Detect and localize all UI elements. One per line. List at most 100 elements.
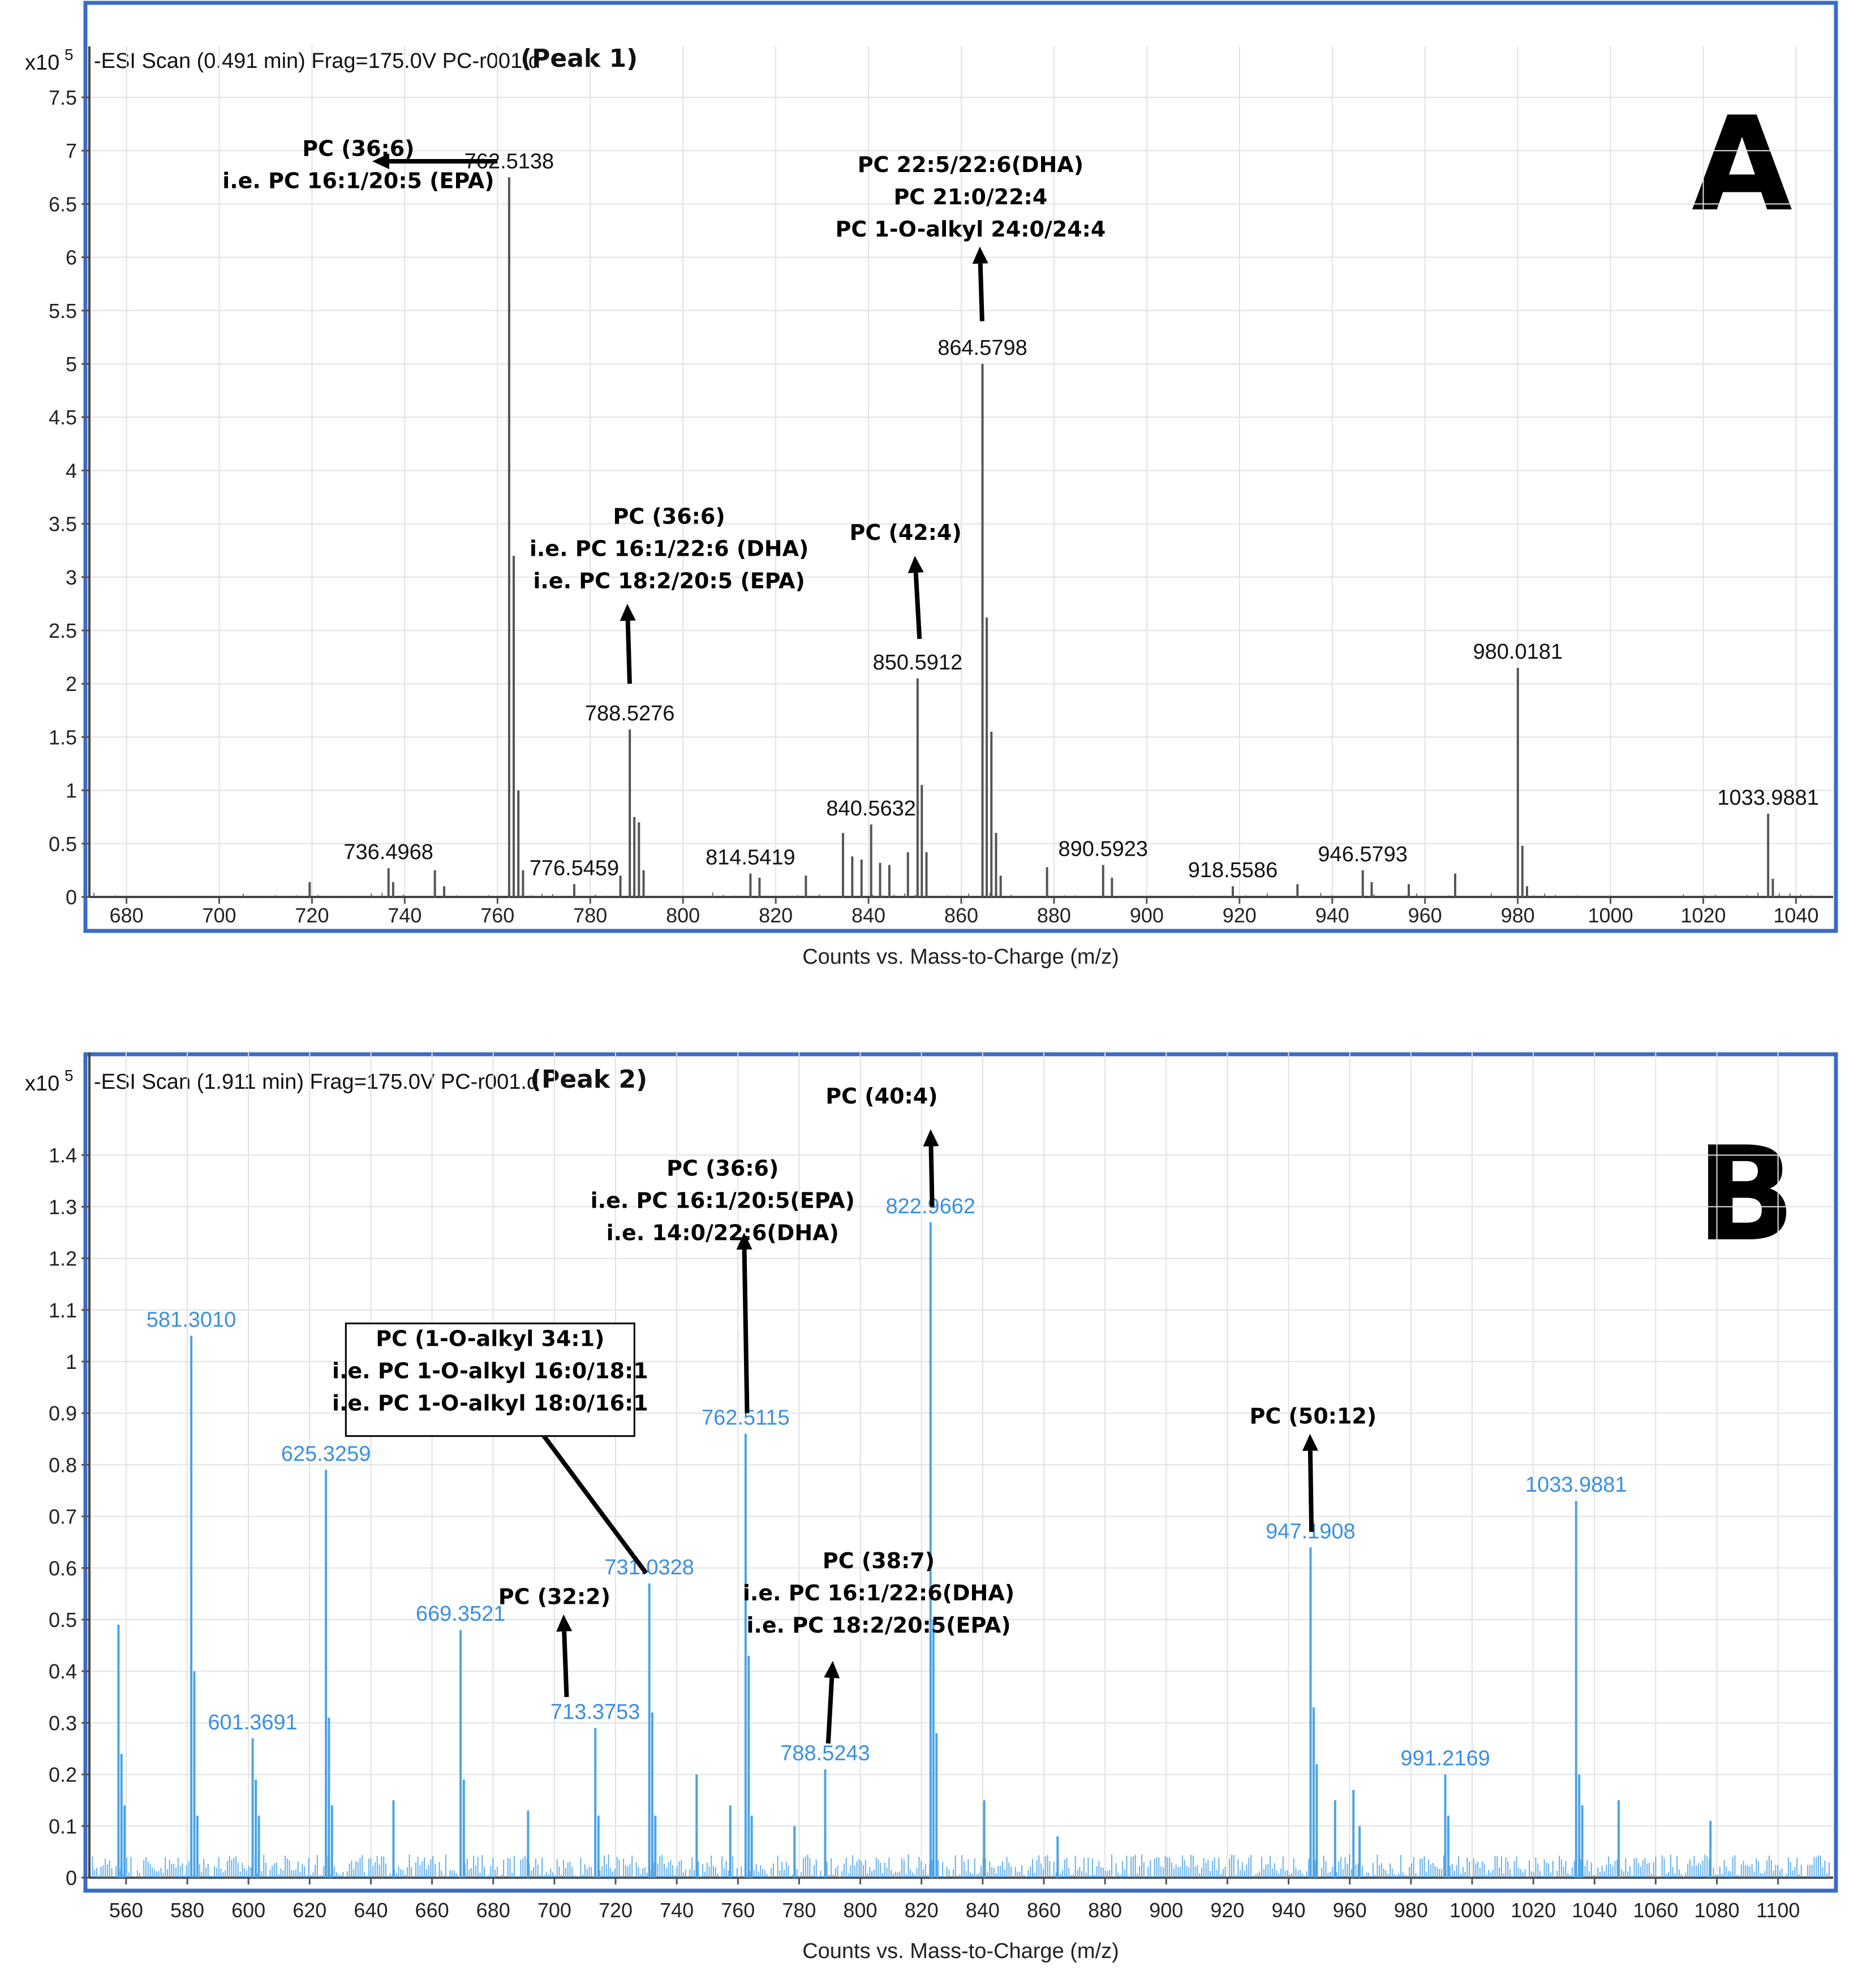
panel-b-y-tick-label: 0.4 xyxy=(49,1660,77,1683)
panel-b: x10 5 -ESI Scan (1.911 min) Frag=175.0V … xyxy=(25,1052,1838,1963)
panel-a-peak-label: 850.5912 xyxy=(873,651,963,675)
panel-a-x-tick-label: 900 xyxy=(1130,904,1164,927)
panel-b-y-tick-label: 0.6 xyxy=(49,1557,77,1580)
panel-a-peak-label: 864.5798 xyxy=(937,336,1027,360)
panel-a-x-tick-label: 880 xyxy=(1037,904,1071,927)
panel-b-x-tick-label: 780 xyxy=(782,1899,816,1922)
panel-b-y-tick-label: 0.9 xyxy=(49,1402,77,1425)
panel-b-x-tick-label: 860 xyxy=(1027,1899,1061,1922)
panel-a-x-tick-label: 960 xyxy=(1408,904,1442,927)
panel-a-peak-title: (Peak 1) xyxy=(521,44,638,73)
panel-a-arrow-shaft xyxy=(978,263,984,321)
panel-a-x-tick-label: 780 xyxy=(573,904,607,927)
panel-a-arrow-shaft xyxy=(625,620,632,684)
panel-a-annotation-line: PC 21:0/22:4 xyxy=(893,184,1047,209)
panel-a-y-tick-label: 0.5 xyxy=(49,832,77,856)
panel-b-annotation-line: i.e. 14:0/22:6(DHA) xyxy=(607,1221,839,1246)
panel-a-peak-label: 1033.9881 xyxy=(1717,786,1819,810)
panel-b-x-tick-label: 880 xyxy=(1088,1899,1122,1922)
panel-b-x-tick-label: 920 xyxy=(1210,1899,1244,1922)
panel-b-x-tick-label: 740 xyxy=(660,1899,694,1922)
panel-a-multiplier: x10 xyxy=(25,51,59,75)
panel-a-exponent: 5 xyxy=(64,46,74,63)
panel-b-x-tick-label: 600 xyxy=(231,1899,265,1922)
panel-b-letter: B xyxy=(1696,1119,1795,1270)
panel-b-x-tick-label: 680 xyxy=(476,1899,510,1922)
panel-b-x-tick-label: 640 xyxy=(354,1899,388,1922)
panel-b-x-tick-label: 840 xyxy=(966,1899,1000,1922)
panel-a-peak-label: 788.5276 xyxy=(585,702,675,725)
panel-b-arrow-head xyxy=(736,1233,752,1250)
panel-b-peak-label: 1033.9881 xyxy=(1525,1473,1627,1497)
panel-b-peak-label: 788.5243 xyxy=(780,1741,870,1765)
panel-b-x-tick-label: 1000 xyxy=(1450,1899,1495,1922)
panel-b-baseline-noise xyxy=(92,1854,1830,1878)
panel-a-peaks xyxy=(308,177,1774,897)
panel-b-x-tick-label: 660 xyxy=(415,1899,449,1922)
panel-b-y-tick-label: 1.3 xyxy=(49,1195,77,1218)
panel-b-annotation-line: PC (1-O-alkyl 34:1) xyxy=(376,1326,604,1351)
panel-b-peak-label: 625.3259 xyxy=(281,1442,371,1466)
panel-a-arrow-head xyxy=(620,603,636,621)
panel-b-peak-label: 731.0328 xyxy=(604,1556,694,1579)
panel-b-x-tick-label: 820 xyxy=(905,1899,939,1922)
panel-b-peaks xyxy=(117,1222,1712,1878)
panel-a-x-tick-label: 840 xyxy=(851,904,885,927)
panel-a-letter: A xyxy=(1692,89,1792,241)
panel-a-x-tick-label: 820 xyxy=(759,904,793,927)
panel-a-x-tick-label: 920 xyxy=(1223,904,1257,927)
panel-b-x-tick-label: 800 xyxy=(844,1899,878,1922)
panel-b-y-tick-label: 0.7 xyxy=(49,1505,77,1528)
panel-a-peak-label: 736.4968 xyxy=(343,840,433,864)
panel-b-multiplier: x10 xyxy=(25,1072,59,1096)
panel-a-peak-label: 946.5793 xyxy=(1318,843,1408,866)
panel-b-arrow-shaft xyxy=(1308,1450,1314,1532)
panel-a-arrow-head xyxy=(908,556,924,573)
panel-a-border xyxy=(83,1,1838,933)
panel-b-annotation-line: PC (32:2) xyxy=(498,1585,610,1609)
panel-a-x-axis-title: Counts vs. Mass-to-Charge (m/z) xyxy=(802,945,1119,969)
panel-a: x10 5 -ESI Scan (0.491 min) Frag=175.0V … xyxy=(25,1,1838,969)
panel-a-y-tick-label: 6 xyxy=(66,246,77,269)
panel-b-arrow-head xyxy=(923,1129,939,1147)
panel-a-y-tick-label: 5.5 xyxy=(49,299,77,323)
panel-b-y-tick-label: 1.1 xyxy=(49,1299,77,1322)
panel-a-x-tick-label: 860 xyxy=(944,904,978,927)
panel-a-x-tick-label: 680 xyxy=(110,904,144,927)
panel-a-y-tick-label: 5 xyxy=(66,353,77,376)
panel-b-x-tick-label: 900 xyxy=(1149,1899,1183,1922)
panel-b-peak-labels: 581.3010 601.3691 625.3259 669.3521 713.3753… xyxy=(147,1195,1627,1771)
panel-a-x-tick-label: 700 xyxy=(202,904,236,927)
panel-a-y-tick-label: 3.5 xyxy=(49,513,77,536)
panel-b-annotation-line: PC (50:12) xyxy=(1249,1403,1377,1428)
panel-a-annotation-line: PC 22:5/22:6(DHA) xyxy=(858,152,1083,177)
panel-b-arrow-head xyxy=(556,1614,573,1632)
panel-b-x-tick-label: 940 xyxy=(1272,1899,1306,1922)
panel-b-header: -ESI Scan (1.911 min) Frag=175.0V PC-r00… xyxy=(94,1070,539,1094)
panel-b-y-tick-label: 0.1 xyxy=(49,1815,77,1838)
panel-b-annotation-line: i.e. PC 16:1/22:6(DHA) xyxy=(743,1581,1014,1605)
panel-a-x-tick-label: 1040 xyxy=(1773,904,1818,927)
panel-b-arrow-head xyxy=(1302,1433,1318,1451)
panel-a-arrow-shaft xyxy=(913,572,922,639)
panel-b-x-tick-label: 960 xyxy=(1333,1899,1367,1922)
panel-b-x-tick-label: 1100 xyxy=(1756,1899,1800,1922)
panel-b-x-tick-label: 980 xyxy=(1394,1899,1428,1922)
panel-a-x-tick-label: 720 xyxy=(295,904,329,927)
panel-a-arrow-head xyxy=(372,153,389,169)
panel-a-annotation-line: PC 1-O-alkyl 24:0/24:4 xyxy=(835,217,1106,242)
panel-b-peak-label: 669.3521 xyxy=(416,1602,506,1626)
panel-a-y-tick-label: 3 xyxy=(66,566,77,589)
panel-a-annotation-line: PC (36:6) xyxy=(302,136,414,161)
panel-a-x-tick-label: 740 xyxy=(388,904,422,927)
panel-b-x-tick-label: 1080 xyxy=(1694,1899,1739,1922)
panel-a-annotations: PC (36:6) i.e. PC 16:1/20:5 (EPA) PC (36:6… xyxy=(222,136,1106,594)
panel-b-annotation-line: i.e. PC 1-O-alkyl 18:0/16:1 xyxy=(332,1391,648,1416)
panel-b-y-tick-label: 1.2 xyxy=(49,1247,77,1270)
panel-b-annotation-line: i.e. PC 16:1/20:5(EPA) xyxy=(591,1188,855,1213)
panel-b-y-tick-label: 1.4 xyxy=(49,1144,77,1167)
panel-a-x-tick-label: 1000 xyxy=(1588,904,1633,927)
panel-a-y-tick-label: 2 xyxy=(66,672,77,695)
panel-b-annotations: PC (40:4) PC (36:6) i.e. PC 16:1/20:5(EPA)… xyxy=(332,1084,1377,1638)
